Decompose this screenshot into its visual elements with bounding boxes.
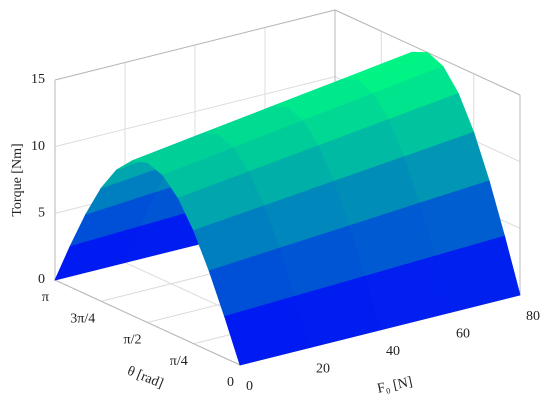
y-tick-label: π/2	[124, 333, 142, 348]
z-tick-label: 15	[31, 72, 45, 87]
surface-cell	[224, 295, 311, 366]
z-tick-label: 10	[31, 139, 45, 154]
x-tick-label: 80	[526, 309, 540, 324]
box-edge	[54, 279, 241, 366]
z-axis-label: Torque [Nm]	[10, 143, 25, 216]
y-tick-label: π	[42, 290, 49, 305]
z-tick-label: 0	[38, 272, 45, 287]
x-tick-label: 0	[246, 379, 253, 394]
y-tick-label: π/4	[170, 354, 188, 369]
y-axis-label: θ [rad]	[125, 364, 165, 392]
y-tick-label: 3π/4	[70, 311, 95, 326]
x-axis-label: F₀ [N]	[376, 375, 414, 397]
x-tick-label: 20	[316, 362, 330, 377]
box-edge	[54, 9, 336, 81]
y-tick-label: 0	[227, 375, 234, 390]
x-tick-label: 40	[386, 344, 400, 359]
x-tick-label: 60	[456, 327, 470, 342]
z-tick-label: 5	[38, 206, 45, 221]
